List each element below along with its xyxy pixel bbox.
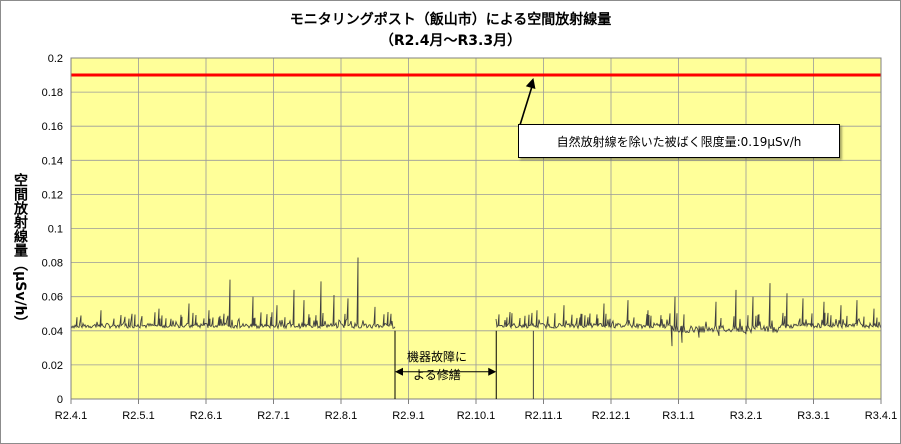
chart-title: モニタリングポスト（飯山市）による空間放射線量 xyxy=(289,12,612,28)
y-tick-label: 0 xyxy=(57,394,63,406)
x-tick-label: R2.8.1 xyxy=(325,410,357,422)
x-tick-label: R2.10.1 xyxy=(457,410,496,422)
annotation-graphics xyxy=(394,78,536,399)
gap-arrow-head-right xyxy=(488,367,497,376)
y-tick-label: 0.1 xyxy=(48,224,63,236)
x-tick-label: R2.9.1 xyxy=(392,410,424,422)
gap-arrow-head-left xyxy=(395,367,403,376)
x-tick-label: R3.4.1 xyxy=(865,410,897,422)
x-tick-labels: R2.4.1 R2.5.1 R2.6.1 R2.7.1 R2.8.1 R2.9.1 R2.1… xyxy=(55,410,897,422)
y-tick-label: 0.06 xyxy=(42,292,63,304)
x-tick-label: R2.5.1 xyxy=(122,410,154,422)
x-tick-label: R3.3.1 xyxy=(797,410,829,422)
x-tick-label: R2.7.1 xyxy=(257,410,289,422)
y-tick-label: 0.14 xyxy=(42,155,63,167)
gap-note-line1: 機器故障に xyxy=(406,350,467,364)
series-line-segment xyxy=(495,283,882,347)
y-tick-label: 0.08 xyxy=(42,258,63,270)
callout-arrow-head xyxy=(525,78,536,90)
limit-callout: 自然放射線を除いた被ばく限度量:0.19μSv/h xyxy=(518,124,840,158)
gap-note: 機器故障に よる修繕 xyxy=(391,348,483,384)
series-line-segment xyxy=(70,257,396,330)
y-tick-label: 0.16 xyxy=(42,121,63,133)
y-tick-label: 0.12 xyxy=(42,189,63,201)
y-tick-label: 0.04 xyxy=(42,326,63,338)
y-tick-label: 0.2 xyxy=(48,53,63,65)
y-tick-label: 0.02 xyxy=(42,360,63,372)
x-tick-label: R2.12.1 xyxy=(592,410,631,422)
chart-subtitle: （R2.4月～R3.3月） xyxy=(379,33,522,49)
callout-arrow-line xyxy=(519,81,535,126)
axes xyxy=(70,57,882,404)
gap-note-line2: よる修繕 xyxy=(413,368,461,382)
y-axis-label: 空間放射線量（μSv/h） xyxy=(12,172,28,330)
x-tick-label: R2.4.1 xyxy=(55,410,87,422)
x-tick-label: R2.6.1 xyxy=(190,410,222,422)
x-tick-label: R2.11.1 xyxy=(525,410,563,422)
y-tick-labels: 0 0.02 0.04 0.06 0.08 0.1 0.12 0.14 0.16 0.18 0.2 xyxy=(42,53,63,406)
x-tick-label: R3.2.1 xyxy=(730,410,762,422)
x-tick-label: R3.1.1 xyxy=(662,410,694,422)
y-tick-label: 0.18 xyxy=(42,87,63,99)
data-series xyxy=(70,257,882,347)
